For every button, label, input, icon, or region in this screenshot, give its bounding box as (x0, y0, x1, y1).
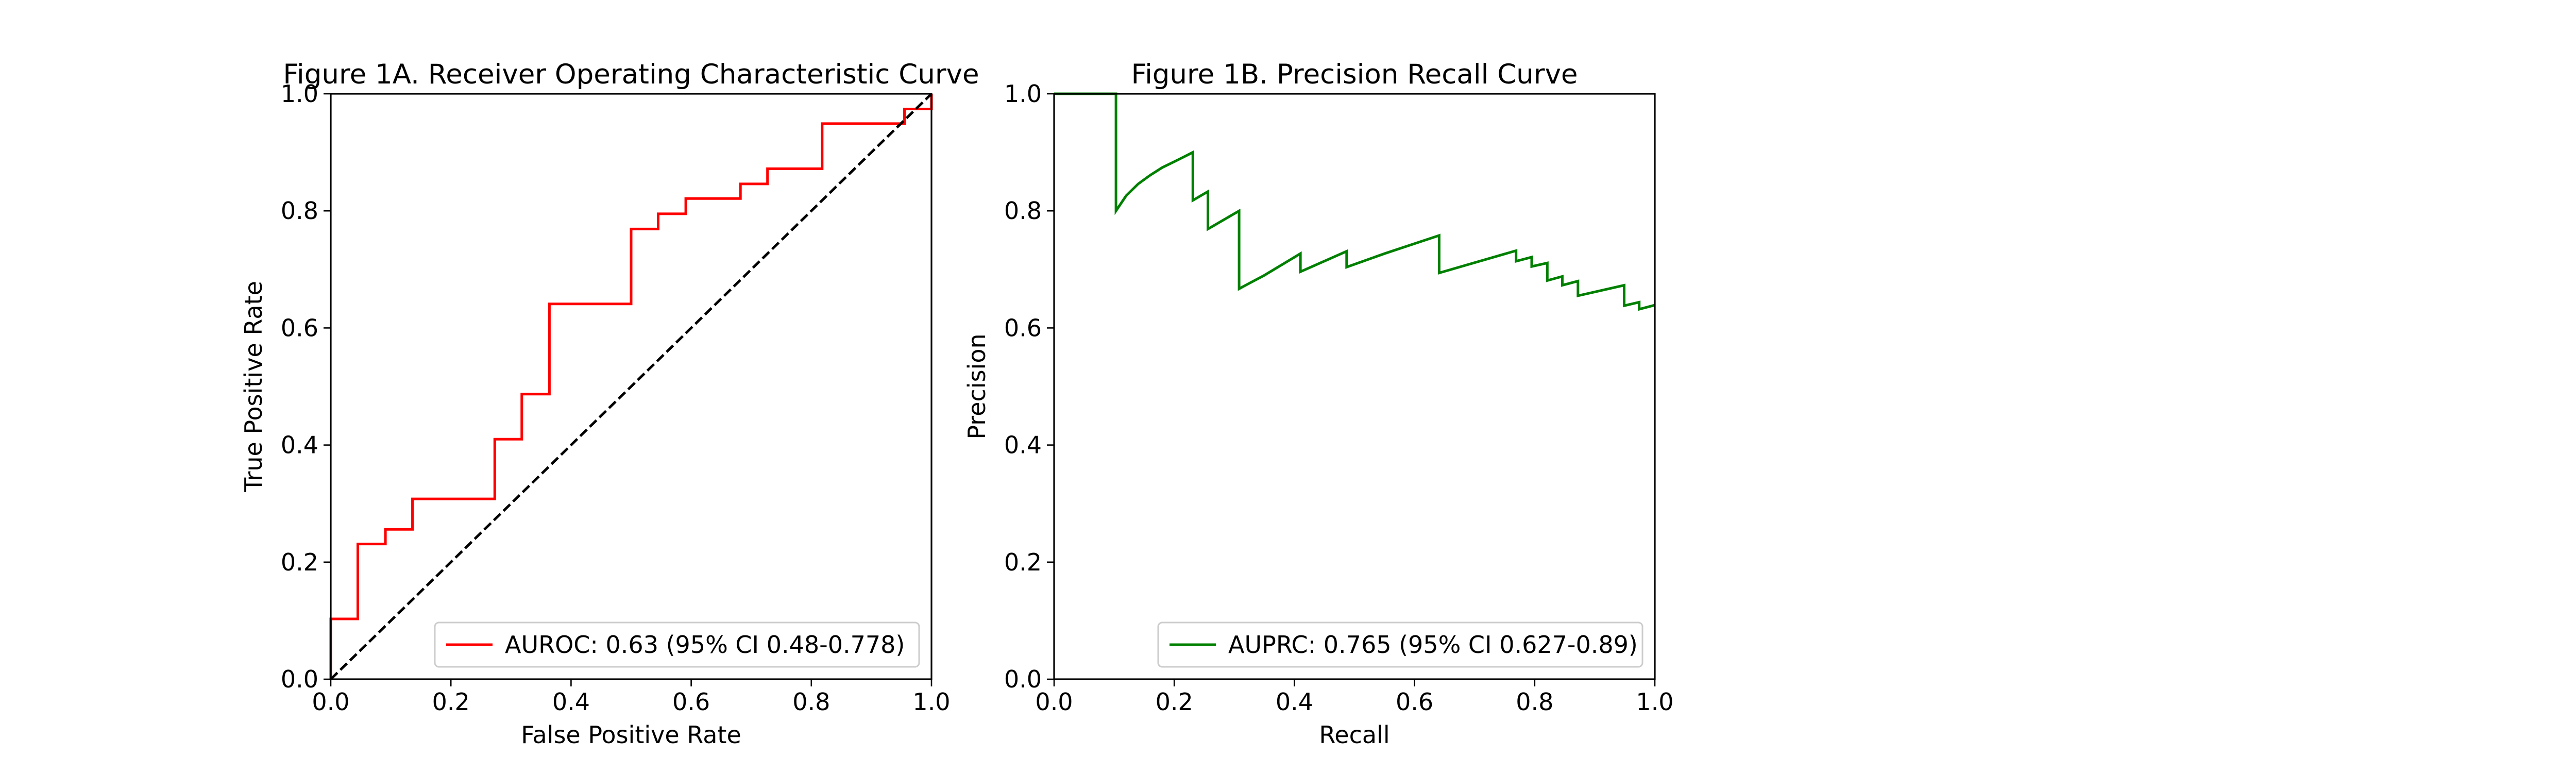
roc-y-tick-label: 1.0 (281, 80, 318, 108)
roc-legend-label: AUROC: 0.63 (95% CI 0.48-0.778) (505, 631, 905, 659)
roc-chance-diagonal-line (330, 93, 933, 680)
roc-y-tick-label: 0.0 (281, 665, 318, 693)
roc-x-tick-label: 0.6 (672, 688, 710, 716)
roc-y-tick-label: 0.4 (281, 431, 318, 459)
roc-legend: AUROC: 0.63 (95% CI 0.48-0.778) (434, 621, 920, 668)
pr-y-tick-label: 1.0 (1004, 80, 1042, 108)
pr-legend-label: AUPRC: 0.765 (95% CI 0.627-0.89) (1228, 631, 1638, 659)
roc-y-axis-label: True Positive Rate (240, 281, 267, 493)
roc-y-tick-label: 0.6 (281, 314, 318, 342)
pr-y-tick-label: 0.2 (1004, 548, 1042, 576)
pr-x-axis-label: Recall (1319, 721, 1389, 749)
pr-y-tick-label: 0.6 (1004, 314, 1042, 342)
roc-x-tick-label: 0.0 (312, 688, 349, 716)
pr-y-axis-label: Precision (963, 333, 991, 439)
pr-chart-panel: 0.0 0.2 0.4 0.6 0.8 1.0 0.0 0.2 0.4 0.6 0.8 1.0 Figu… (963, 59, 1674, 749)
roc-x-tick-label: 0.4 (552, 688, 590, 716)
pr-x-tick-label: 0.6 (1396, 688, 1433, 716)
roc-y-tick-label: 0.2 (281, 548, 318, 576)
pr-legend: AUPRC: 0.765 (95% CI 0.627-0.89) (1157, 621, 1643, 668)
roc-axes-frame (330, 93, 933, 680)
roc-legend-box (434, 621, 920, 668)
pr-x-tick-label: 1.0 (1636, 688, 1673, 716)
roc-x-tick-label: 0.2 (432, 688, 470, 716)
roc-x-axis-label: False Positive Rate (521, 721, 741, 749)
roc-x-tick-label: 0.8 (792, 688, 830, 716)
pr-y-tick-label: 0.8 (1004, 197, 1042, 225)
pr-y-tick-label: 0.0 (1004, 665, 1042, 693)
pr-chart-title: Figure 1B. Precision Recall Curve (1131, 59, 1578, 90)
pr-y-tick-label: 0.4 (1004, 431, 1042, 459)
pr-x-tick-label: 0.4 (1276, 688, 1313, 716)
pr-x-tick-label: 0.8 (1516, 688, 1553, 716)
roc-chart-title: Figure 1A. Receiver Operating Characteri… (283, 59, 979, 90)
roc-chart-panel: 0.0 0.2 0.4 0.6 0.8 1.00.00.20.40.60.81.0Figu… (240, 59, 979, 749)
roc-curve-line (329, 94, 933, 679)
roc-y-tick-label: 0.8 (281, 197, 318, 225)
pr-x-tick-label: 0.2 (1156, 688, 1193, 716)
roc-x-tick-label: 1.0 (912, 688, 950, 716)
pr-curve-line (1054, 92, 1655, 311)
pr-axes-frame (1053, 93, 1656, 680)
pr-x-tick-label: 0.0 (1035, 688, 1073, 716)
pr-legend-box (1157, 621, 1643, 668)
